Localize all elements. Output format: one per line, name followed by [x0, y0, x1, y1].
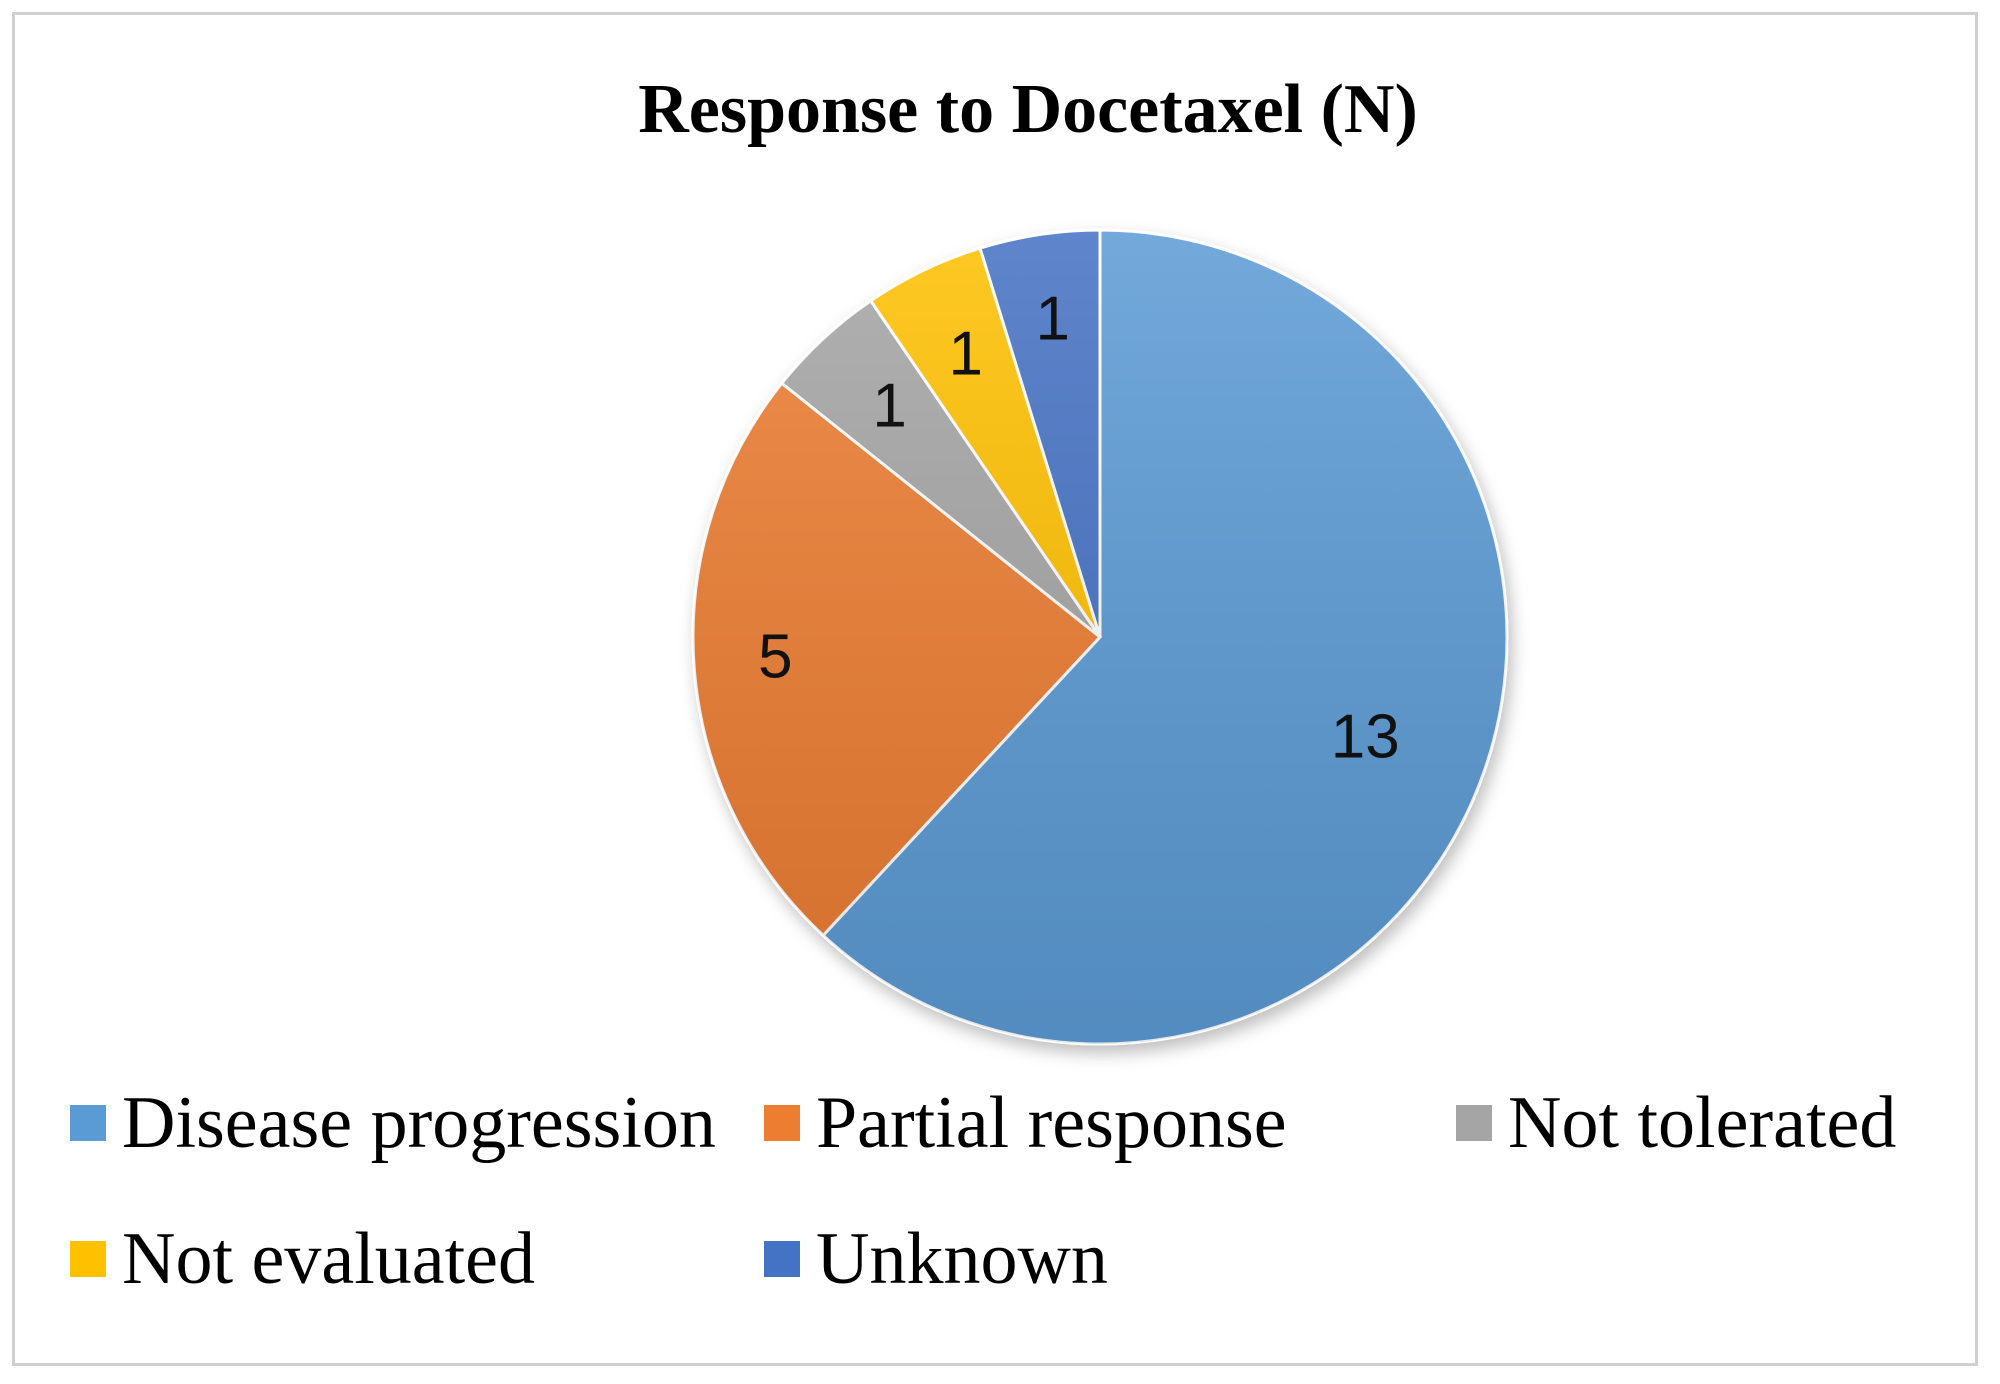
data-label-not-evaluated: 1	[949, 320, 983, 389]
pie-slices	[691, 228, 1509, 1046]
legend-item-disease-progression: Disease progression	[70, 1078, 716, 1168]
legend-item-not-evaluated: Not evaluated	[70, 1214, 535, 1304]
legend-label: Not evaluated	[122, 1218, 535, 1300]
legend-swatch	[1456, 1105, 1492, 1141]
data-label-not-tolerated: 1	[872, 372, 906, 441]
data-label-partial-response: 5	[758, 623, 792, 692]
chart-title: Response to Docetaxel (N)	[638, 71, 1418, 148]
legend-item-unknown: Unknown	[764, 1214, 1108, 1304]
data-label-disease-progression: 13	[1331, 702, 1400, 771]
legend-label: Disease progression	[122, 1082, 716, 1164]
legend-swatch	[70, 1105, 106, 1141]
legend-label: Not tolerated	[1508, 1082, 1897, 1164]
legend-label: Unknown	[816, 1218, 1108, 1300]
legend-swatch	[764, 1241, 800, 1277]
legend-swatch	[764, 1105, 800, 1141]
legend-item-not-tolerated: Not tolerated	[1456, 1078, 1896, 1168]
data-label-unknown: 1	[1035, 284, 1069, 353]
legend-label: Partial response	[816, 1082, 1287, 1164]
legend-swatch	[70, 1241, 106, 1277]
legend-item-partial-response: Partial response	[764, 1078, 1287, 1168]
